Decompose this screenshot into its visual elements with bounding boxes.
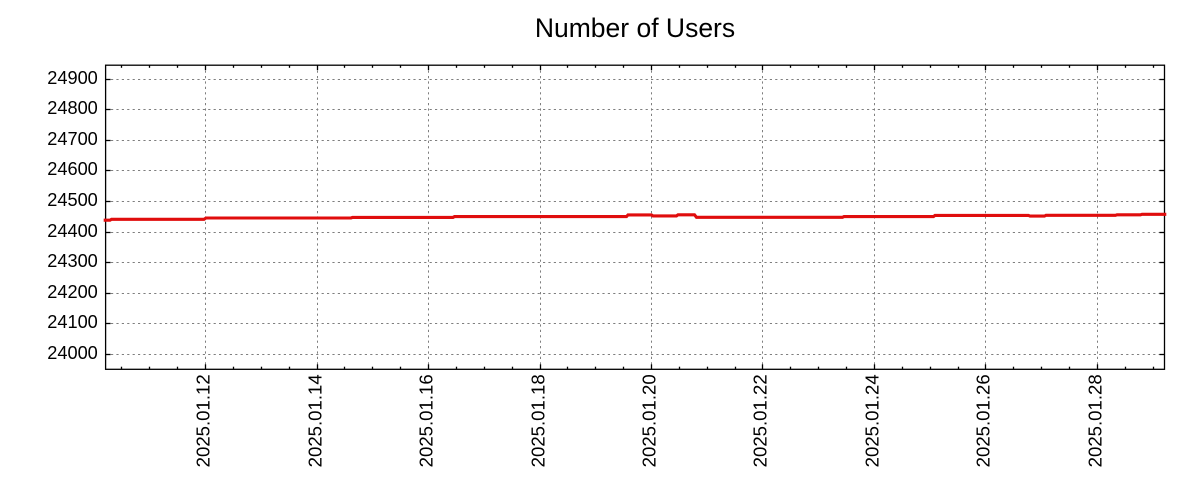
svg-text:2025.01.20: 2025.01.20: [638, 374, 659, 467]
svg-text:2025.01.24: 2025.01.24: [861, 374, 882, 467]
svg-text:24700: 24700: [47, 129, 98, 149]
svg-text:24900: 24900: [47, 68, 98, 88]
svg-text:2025.01.28: 2025.01.28: [1084, 374, 1105, 467]
svg-text:2025.01.14: 2025.01.14: [304, 374, 325, 467]
svg-text:2025.01.16: 2025.01.16: [415, 374, 436, 467]
svg-text:24300: 24300: [47, 251, 98, 271]
svg-text:Number of Users: Number of Users: [535, 13, 735, 43]
svg-text:2025.01.22: 2025.01.22: [749, 374, 770, 467]
svg-text:24800: 24800: [47, 98, 98, 118]
svg-text:24200: 24200: [47, 282, 98, 302]
svg-text:24100: 24100: [47, 312, 98, 332]
svg-text:2025.01.12: 2025.01.12: [192, 374, 213, 467]
svg-text:2025.01.26: 2025.01.26: [972, 374, 993, 467]
svg-text:24000: 24000: [47, 343, 98, 363]
svg-text:24600: 24600: [47, 159, 98, 179]
svg-text:24400: 24400: [47, 221, 98, 241]
svg-text:2025.01.18: 2025.01.18: [527, 374, 548, 467]
svg-text:24500: 24500: [47, 190, 98, 210]
